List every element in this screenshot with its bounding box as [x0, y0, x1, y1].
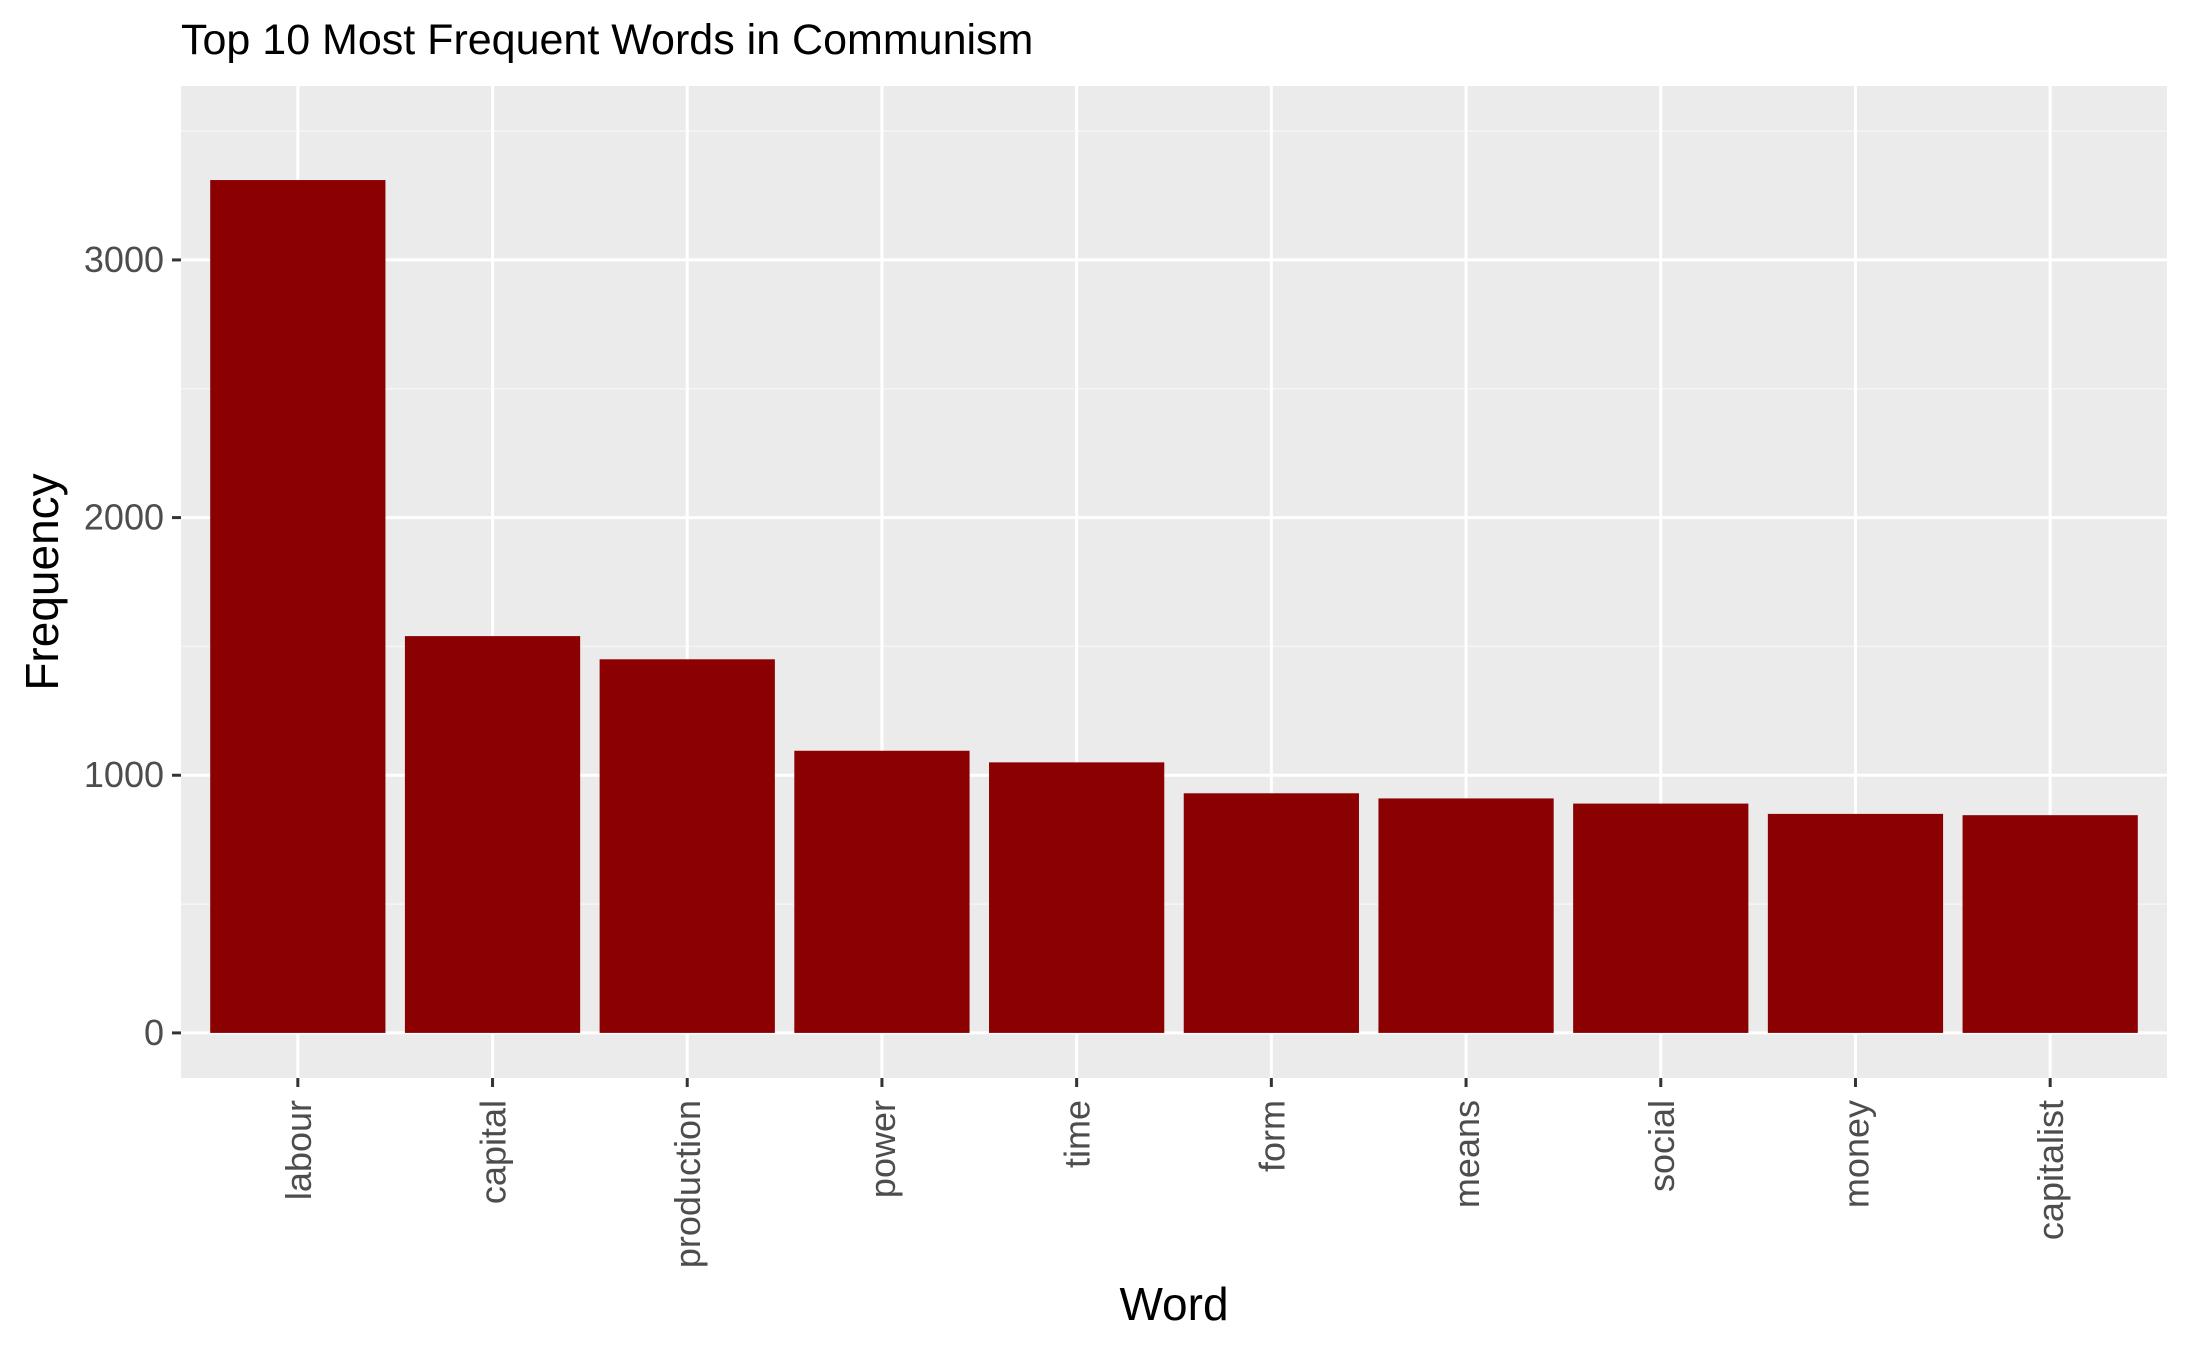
bar-time: [989, 762, 1165, 1033]
y-tick-label: 3000: [84, 239, 164, 280]
bar-capitalist: [1962, 815, 2138, 1033]
bar-social: [1573, 803, 1749, 1033]
bar-capital: [404, 636, 581, 1033]
x-tick-label: money: [1835, 1100, 1876, 1208]
x-tick-label: labour: [278, 1100, 319, 1200]
bar-form: [1183, 793, 1359, 1033]
bar-labour: [210, 180, 386, 1033]
chart-title: Top 10 Most Frequent Words in Communism: [181, 16, 1033, 64]
y-tick-label: 0: [144, 1012, 164, 1053]
bar-production: [599, 659, 775, 1033]
x-tick-label: time: [1057, 1100, 1098, 1168]
y-tick-label: 1000: [84, 754, 164, 795]
x-axis: labour capital production power time form mean…: [278, 1078, 2071, 1268]
x-tick-label: production: [667, 1100, 708, 1268]
x-tick-label: form: [1251, 1100, 1292, 1172]
x-tick-label: means: [1446, 1100, 1487, 1208]
bar-money: [1767, 813, 1944, 1033]
y-axis: 0 1000 2000 3000: [84, 239, 181, 1053]
x-axis-title: Word: [1119, 1278, 1228, 1330]
x-tick-label: social: [1641, 1100, 1682, 1192]
x-tick-label: capitalist: [2030, 1100, 2071, 1240]
x-tick-label: capital: [473, 1100, 514, 1204]
x-tick-label: power: [862, 1100, 903, 1198]
y-axis-title: Frequency: [16, 473, 68, 690]
bar-power: [794, 750, 970, 1033]
bars: [210, 180, 2138, 1033]
bar-means: [1378, 798, 1554, 1033]
y-tick-label: 2000: [84, 497, 164, 538]
